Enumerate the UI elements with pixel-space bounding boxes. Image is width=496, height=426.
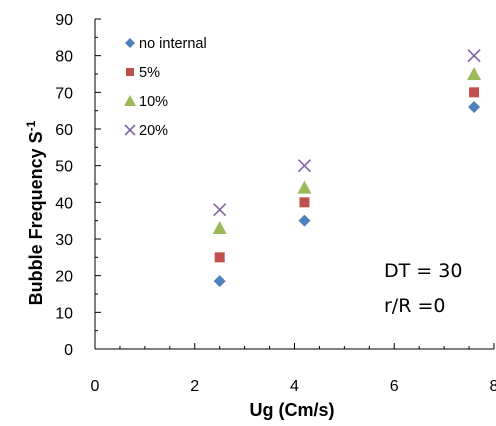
y-tick-label: 60 xyxy=(55,122,73,139)
legend-marker-0 xyxy=(125,38,135,48)
y-axis-title-superscript: -1 xyxy=(24,120,38,131)
legend-label-1: 5% xyxy=(139,65,160,81)
legend-marker-2 xyxy=(124,95,136,106)
y-tick-label: 90 xyxy=(55,12,73,29)
point-series-0-1 xyxy=(298,214,311,227)
x-tick-label: 8 xyxy=(490,378,496,395)
y-tick-label: 10 xyxy=(55,305,73,322)
x-axis-title: Ug (Cm/s) xyxy=(250,400,335,420)
point-series-3-0 xyxy=(213,203,227,217)
point-series-1-2 xyxy=(469,87,480,98)
y-tick-label: 50 xyxy=(55,159,73,176)
y-axis-title: Bubble Frequency S-1 xyxy=(24,120,46,305)
x-tick-label: 6 xyxy=(390,378,399,395)
legend-label-3: 20% xyxy=(139,123,168,139)
y-axis-ticks: 0 10 20 30 40 50 60 70 80 90 xyxy=(55,12,101,359)
point-series-1-1 xyxy=(299,197,310,208)
x-tick-label: 4 xyxy=(290,378,299,395)
legend-label-0: no internal xyxy=(139,36,207,52)
point-series-3-0-stroke-b xyxy=(213,203,227,217)
point-series-3-1 xyxy=(297,159,312,173)
annotation-rr: r/R =0 xyxy=(384,295,445,317)
y-axis-title-main: Bubble Frequency S xyxy=(26,131,46,305)
point-series-2-1 xyxy=(297,180,312,194)
y-tick-label: 80 xyxy=(55,49,73,66)
legend: no internal 5% 10% 20% xyxy=(124,36,207,139)
point-series-1-0 xyxy=(214,252,225,263)
y-tick-label: 40 xyxy=(55,195,73,212)
legend-marker-3 xyxy=(124,124,136,136)
y-tick-label: 30 xyxy=(55,232,73,249)
point-series-3-2 xyxy=(467,49,481,63)
annotation-dt: DT = 30 xyxy=(384,260,462,282)
legend-marker-3-stroke-b xyxy=(124,124,136,136)
point-series-0-2 xyxy=(468,101,481,113)
point-series-0-0 xyxy=(213,275,226,288)
point-series-2-0 xyxy=(212,221,227,234)
x-axis-ticks: 0 2 4 6 8 xyxy=(91,343,496,395)
data-points xyxy=(212,49,482,288)
point-series-3-1-stroke-b xyxy=(297,159,312,173)
point-series-2-2 xyxy=(467,67,482,80)
y-tick-label: 70 xyxy=(55,85,73,102)
point-series-3-2-stroke-b xyxy=(467,49,481,63)
legend-label-2: 10% xyxy=(139,94,168,110)
x-tick-label: 2 xyxy=(190,378,199,395)
x-tick-label: 0 xyxy=(91,378,100,395)
y-tick-label: 0 xyxy=(64,342,73,359)
y-tick-label: 20 xyxy=(55,269,73,286)
legend-marker-1 xyxy=(126,68,134,76)
